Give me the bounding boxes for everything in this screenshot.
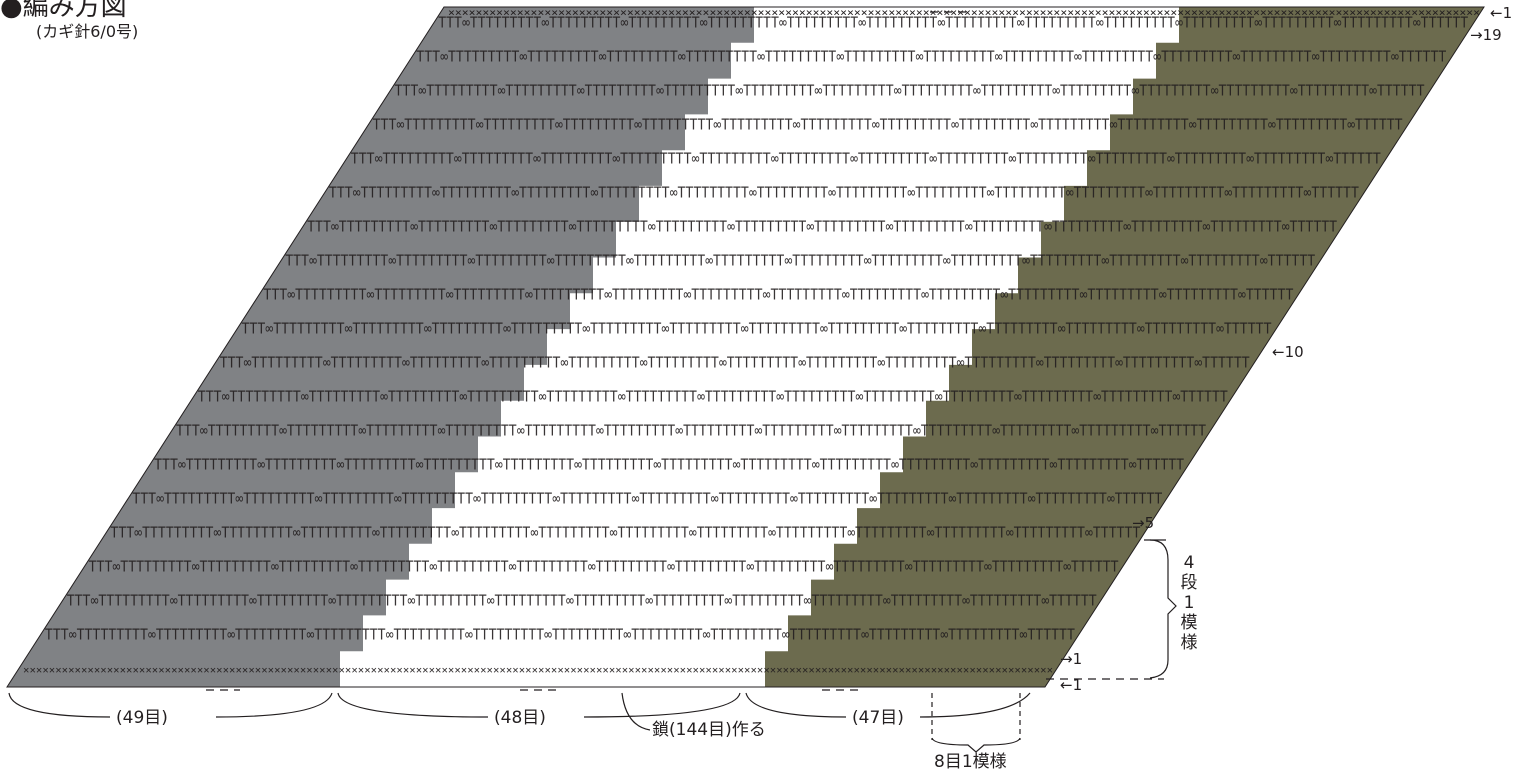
olive-color-band: [742, 7, 1484, 687]
svg-text:TTT∞TTTTTTTTT∞TTTTTTTTT∞TTTTTT: TTT∞TTTTTTTTT∞TTTTTTTTT∞TTTTTTTTT∞TTTTTT…: [110, 523, 1140, 541]
gray-color-band: [7, 7, 777, 687]
svg-text:TTT∞TTTTTTTTT∞TTTTTTTTT∞TTTTTT: TTT∞TTTTTTTTT∞TTTTTTTTT∞TTTTTTTTT∞TTTTTT…: [373, 115, 1403, 133]
svg-text:TTT∞TTTTTTTTT∞TTTTTTTTT∞TTTTTT: TTT∞TTTTTTTTT∞TTTTTTTTT∞TTTTTTTTT∞TTTTTT…: [67, 591, 1097, 609]
chart-outline: [6, 6, 1485, 688]
row-repeat-label: 4 段 1 模 様: [1178, 553, 1200, 653]
row-label-1-top: ←1: [1490, 4, 1513, 22]
row-repeat-line-5: 様: [1180, 633, 1198, 653]
stitch-rows: ××××××××××××××××××××××××××××××××××××××××…: [23, 6, 1480, 676]
svg-text:TTT∞TTTTTTTTT∞TTTTTTTTT∞TTTTTT: TTT∞TTTTTTTTT∞TTTTTTTTT∞TTTTTTTTT∞TTTTTT…: [285, 251, 1315, 269]
row-label-1-stitch: →1: [1060, 650, 1083, 668]
segment-braces: [8, 539, 1177, 753]
row-label-19: →19: [1470, 26, 1502, 44]
svg-text:TTT∞TTTTTTTTT∞TTTTTTTTT∞TTTTTT: TTT∞TTTTTTTTT∞TTTTTTTTT∞TTTTTTTTT∞TTTTTT…: [132, 489, 1162, 507]
row-repeat-line-2: 段: [1180, 573, 1198, 593]
segment-label-49: (49目): [116, 708, 168, 728]
svg-text:TTT∞TTTTTTTTT∞TTTTTTTTT∞TTTTTT: TTT∞TTTTTTTTT∞TTTTTTTTT∞TTTTTTTTT∞TTTTTT…: [263, 285, 1293, 303]
row-label-5: →5: [1132, 514, 1155, 532]
row-label-10: ←10: [1272, 343, 1304, 361]
row-label-1-chain: ←1: [1060, 676, 1083, 694]
svg-text:TTT∞TTTTTTTTT∞TTTTTTTTT∞TTTTTT: TTT∞TTTTTTTTT∞TTTTTTTTT∞TTTTTTTTT∞TTTTTT…: [438, 13, 1468, 31]
segment-label-47: (47目): [852, 708, 904, 728]
chain-gap-markers: [206, 11, 1164, 691]
svg-text:TTT∞TTTTTTTTT∞TTTTTTTTT∞TTTTTT: TTT∞TTTTTTTTT∞TTTTTTTTT∞TTTTTTTTT∞TTTTTT…: [176, 421, 1206, 439]
svg-text:××××××××××××××××××××××××××××××: ××××××××××××××××××××××××××××××××××××××××…: [23, 663, 1053, 676]
svg-text:TTT∞TTTTTTTTT∞TTTTTTTTT∞TTTTTT: TTT∞TTTTTTTTT∞TTTTTTTTT∞TTTTTTTTT∞TTTTTT…: [154, 455, 1184, 473]
segment-label-48: (48目): [494, 708, 546, 728]
svg-text:TTT∞TTTTTTTTT∞TTTTTTTTT∞TTTTTT: TTT∞TTTTTTTTT∞TTTTTTTTT∞TTTTTTTTT∞TTTTTT…: [351, 149, 1381, 167]
row-repeat-line-4: 模: [1180, 613, 1198, 633]
svg-text:TTT∞TTTTTTTTT∞TTTTTTTTT∞TTTTTT: TTT∞TTTTTTTTT∞TTTTTTTTT∞TTTTTTTTT∞TTTTTT…: [220, 353, 1250, 371]
svg-text:TTT∞TTTTTTTTT∞TTTTTTTTT∞TTTTTT: TTT∞TTTTTTTTT∞TTTTTTTTT∞TTTTTTTTT∞TTTTTT…: [329, 183, 1359, 201]
svg-text:TTT∞TTTTTTTTT∞TTTTTTTTT∞TTTTTT: TTT∞TTTTTTTTT∞TTTTTTTTT∞TTTTTTTTT∞TTTTTT…: [395, 81, 1425, 99]
svg-text:TTT∞TTTTTTTTT∞TTTTTTTTT∞TTTTTT: TTT∞TTTTTTTTT∞TTTTTTTTT∞TTTTTTTTT∞TTTTTT…: [242, 319, 1272, 337]
svg-text:TTT∞TTTTTTTTT∞TTTTTTTTT∞TTTTTT: TTT∞TTTTTTTTT∞TTTTTTTTT∞TTTTTTTTT∞TTTTTT…: [89, 557, 1119, 575]
svg-text:××××××××××××××××××××××××××××××: ××××××××××××××××××××××××××××××××××××××××…: [448, 6, 1480, 19]
svg-text:TTT∞TTTTTTTTT∞TTTTTTTTT∞TTTTTT: TTT∞TTTTTTTTT∞TTTTTTTTT∞TTTTTTTTT∞TTTTTT…: [198, 387, 1228, 405]
hook-size-note: (カギ針6/0号): [36, 22, 139, 41]
row-repeat-line-1: 4: [1183, 553, 1195, 573]
stitch-repeat-label: 8目1模様: [934, 752, 1007, 772]
page-title: ●編み方図: [0, 0, 127, 22]
svg-text:TTT∞TTTTTTTTT∞TTTTTTTTT∞TTTTTT: TTT∞TTTTTTTTT∞TTTTTTTTT∞TTTTTTTTT∞TTTTTT…: [416, 47, 1446, 65]
chain-count-label: 鎖(144目)作る: [652, 720, 766, 740]
svg-text:TTT∞TTTTTTTTT∞TTTTTTTTT∞TTTTTT: TTT∞TTTTTTTTT∞TTTTTTTTT∞TTTTTTTTT∞TTTTTT…: [307, 217, 1337, 235]
row-repeat-line-3: 1: [1183, 593, 1195, 613]
svg-text:TTT∞TTTTTTTTT∞TTTTTTTTT∞TTTTTT: TTT∞TTTTTTTTT∞TTTTTTTTT∞TTTTTTTTT∞TTTTTT…: [45, 625, 1075, 643]
